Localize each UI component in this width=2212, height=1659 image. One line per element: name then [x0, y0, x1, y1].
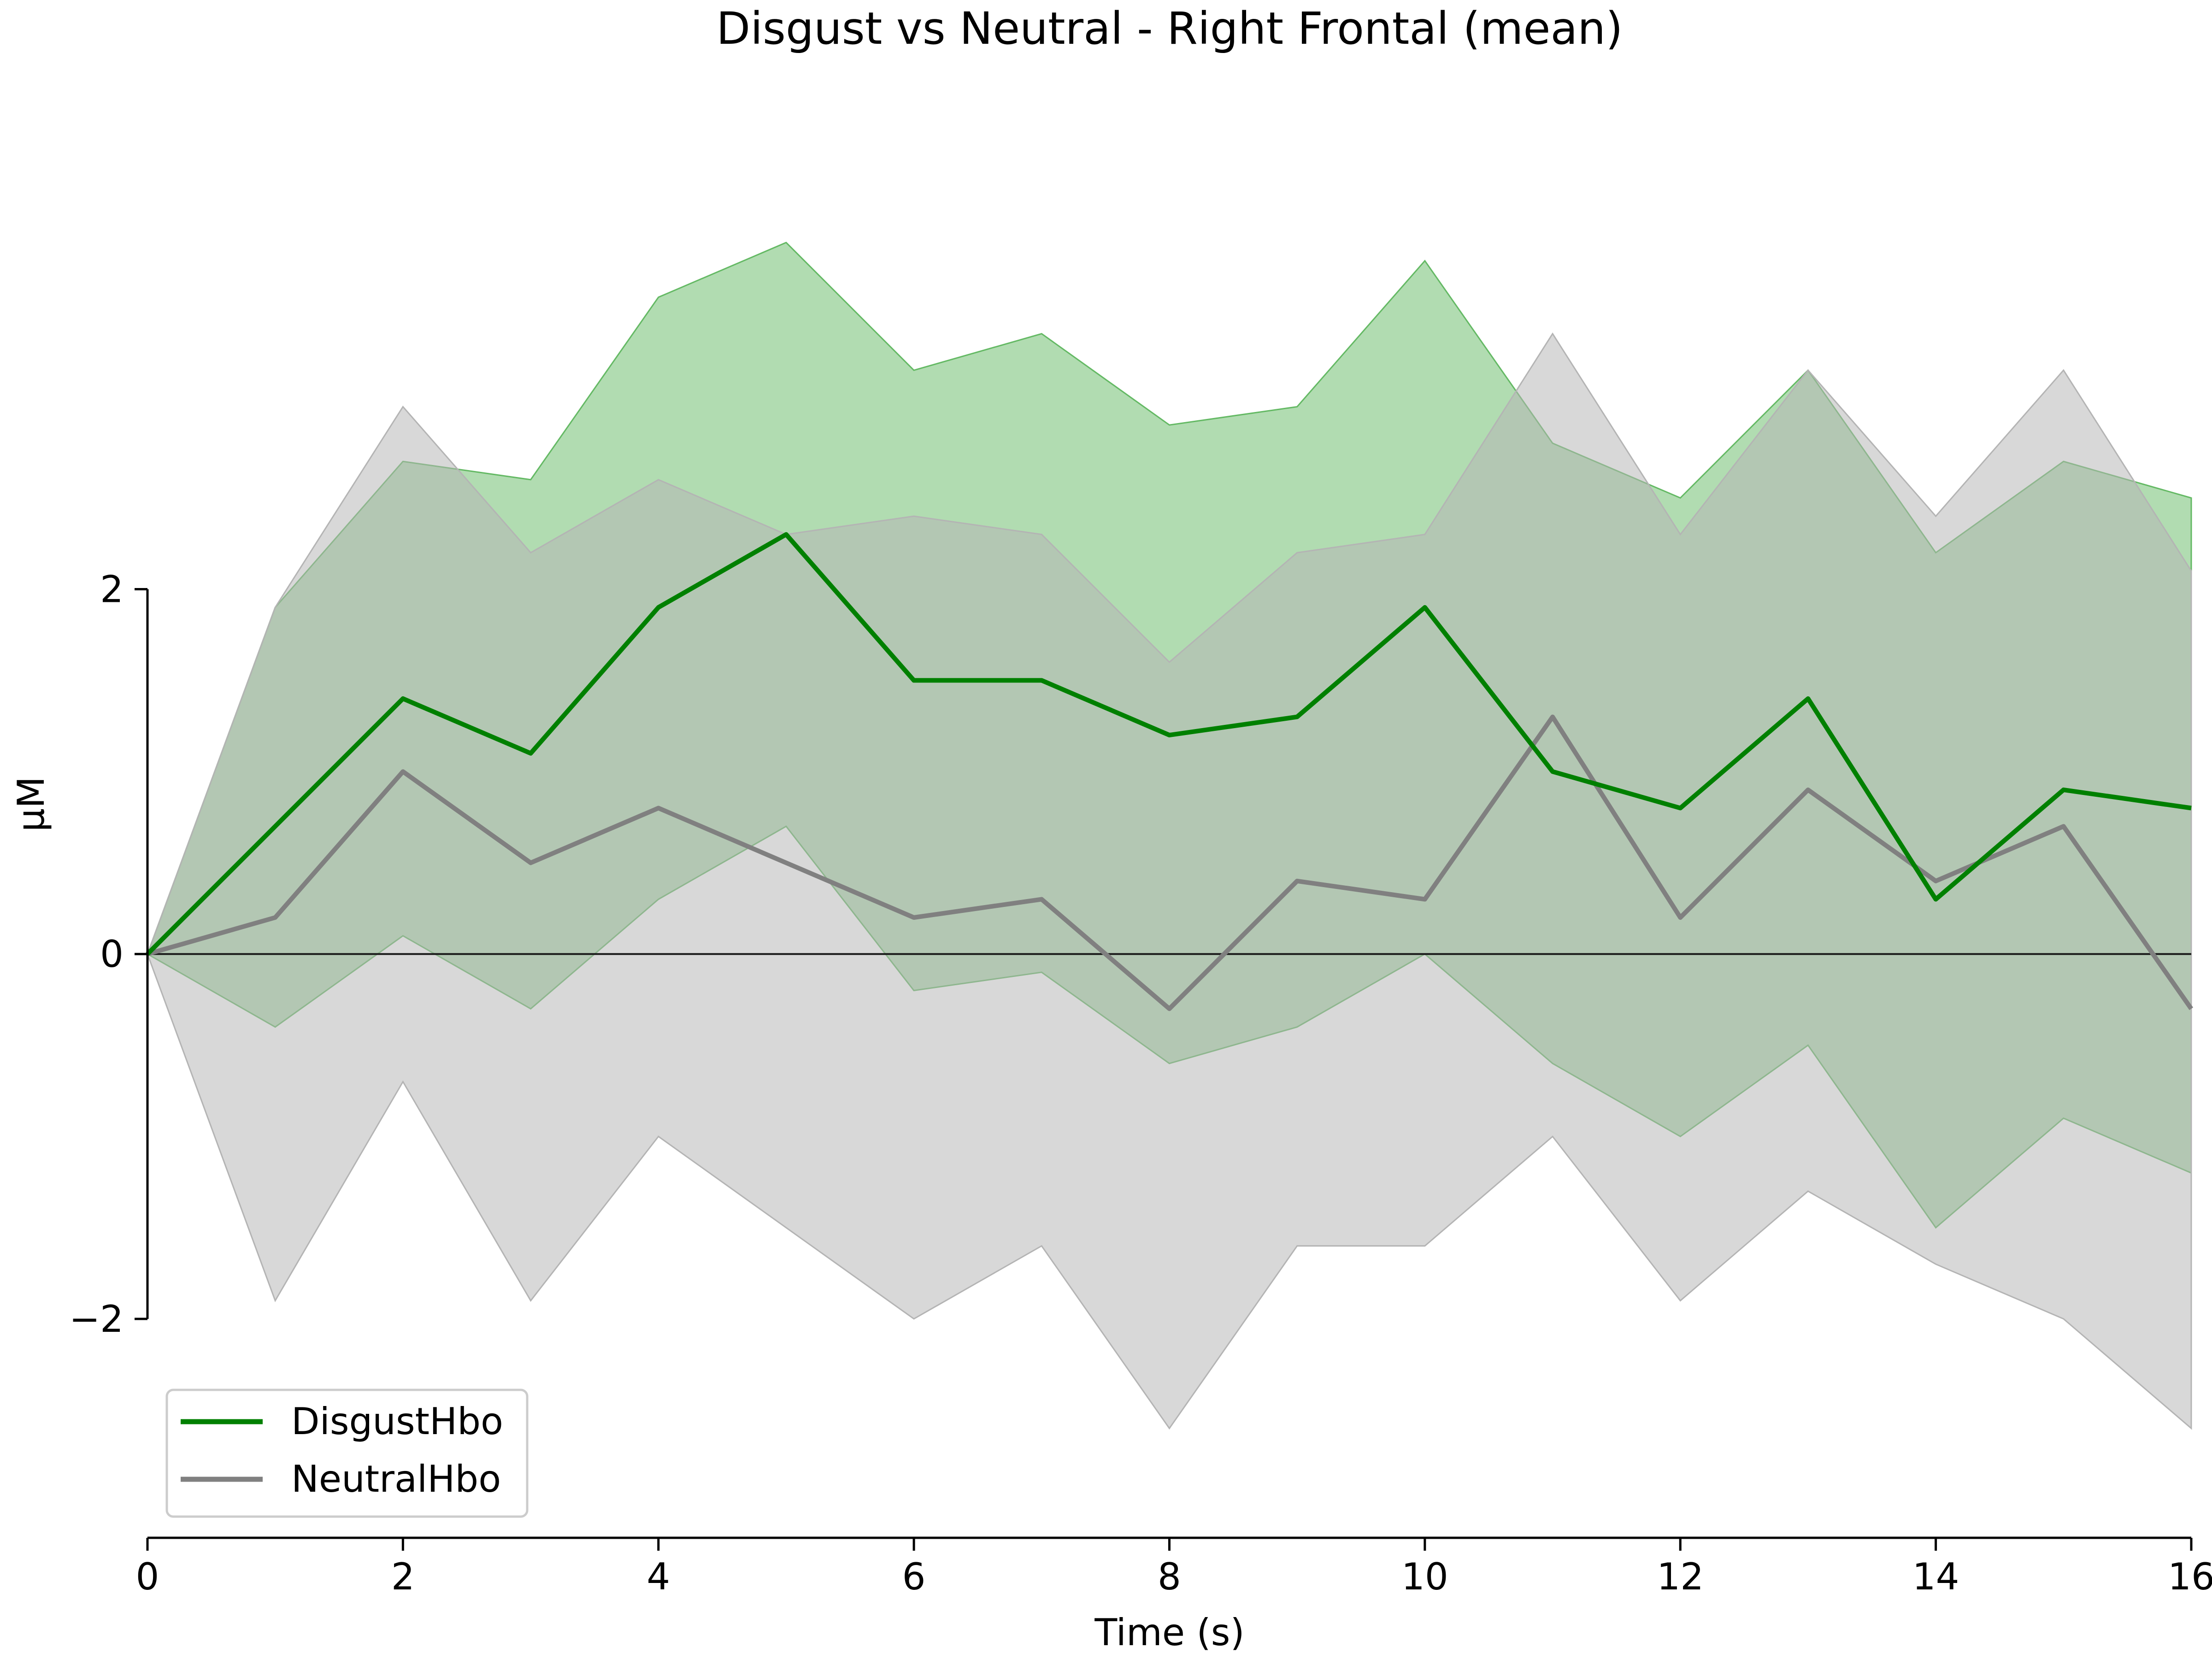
series-lines	[146, 532, 2194, 1011]
x-tick-label: 0	[136, 1555, 159, 1598]
x-tick-label: 6	[902, 1555, 926, 1598]
x-tick-label: 8	[1158, 1555, 1181, 1598]
x-tick-label: 14	[1912, 1555, 1959, 1598]
y-tick-label: −2	[69, 1298, 124, 1341]
x-axis-ticks: 0 2 4 6 8 10 12 14 16	[136, 1538, 2212, 1598]
legend-label-neutralhbo: NeutralHbo	[291, 1458, 501, 1500]
legend: DisgustHbo NeutralHbo	[165, 1388, 529, 1518]
x-tick-label: 16	[2168, 1555, 2212, 1598]
x-tick-label: 12	[1657, 1555, 1704, 1598]
y-axis-ticks: −2 0 2	[69, 568, 147, 1341]
x-tick-label: 4	[647, 1555, 670, 1598]
x-tick-label: 2	[391, 1555, 415, 1598]
legend-label-disgusthbo: DisgustHbo	[291, 1400, 503, 1443]
chart-title: Disgust vs Neutral - Right Frontal (mean…	[716, 3, 1623, 54]
x-axis-label: Time (s)	[1094, 1611, 1244, 1654]
y-tick-label: 2	[100, 568, 124, 611]
x-tick-label: 10	[1401, 1555, 1448, 1598]
y-axis-label: µM	[10, 777, 53, 832]
y-tick-label: 0	[100, 933, 124, 976]
series-line-neutralhbo	[147, 714, 2194, 1011]
series-line-disgusthbo	[146, 532, 2192, 956]
